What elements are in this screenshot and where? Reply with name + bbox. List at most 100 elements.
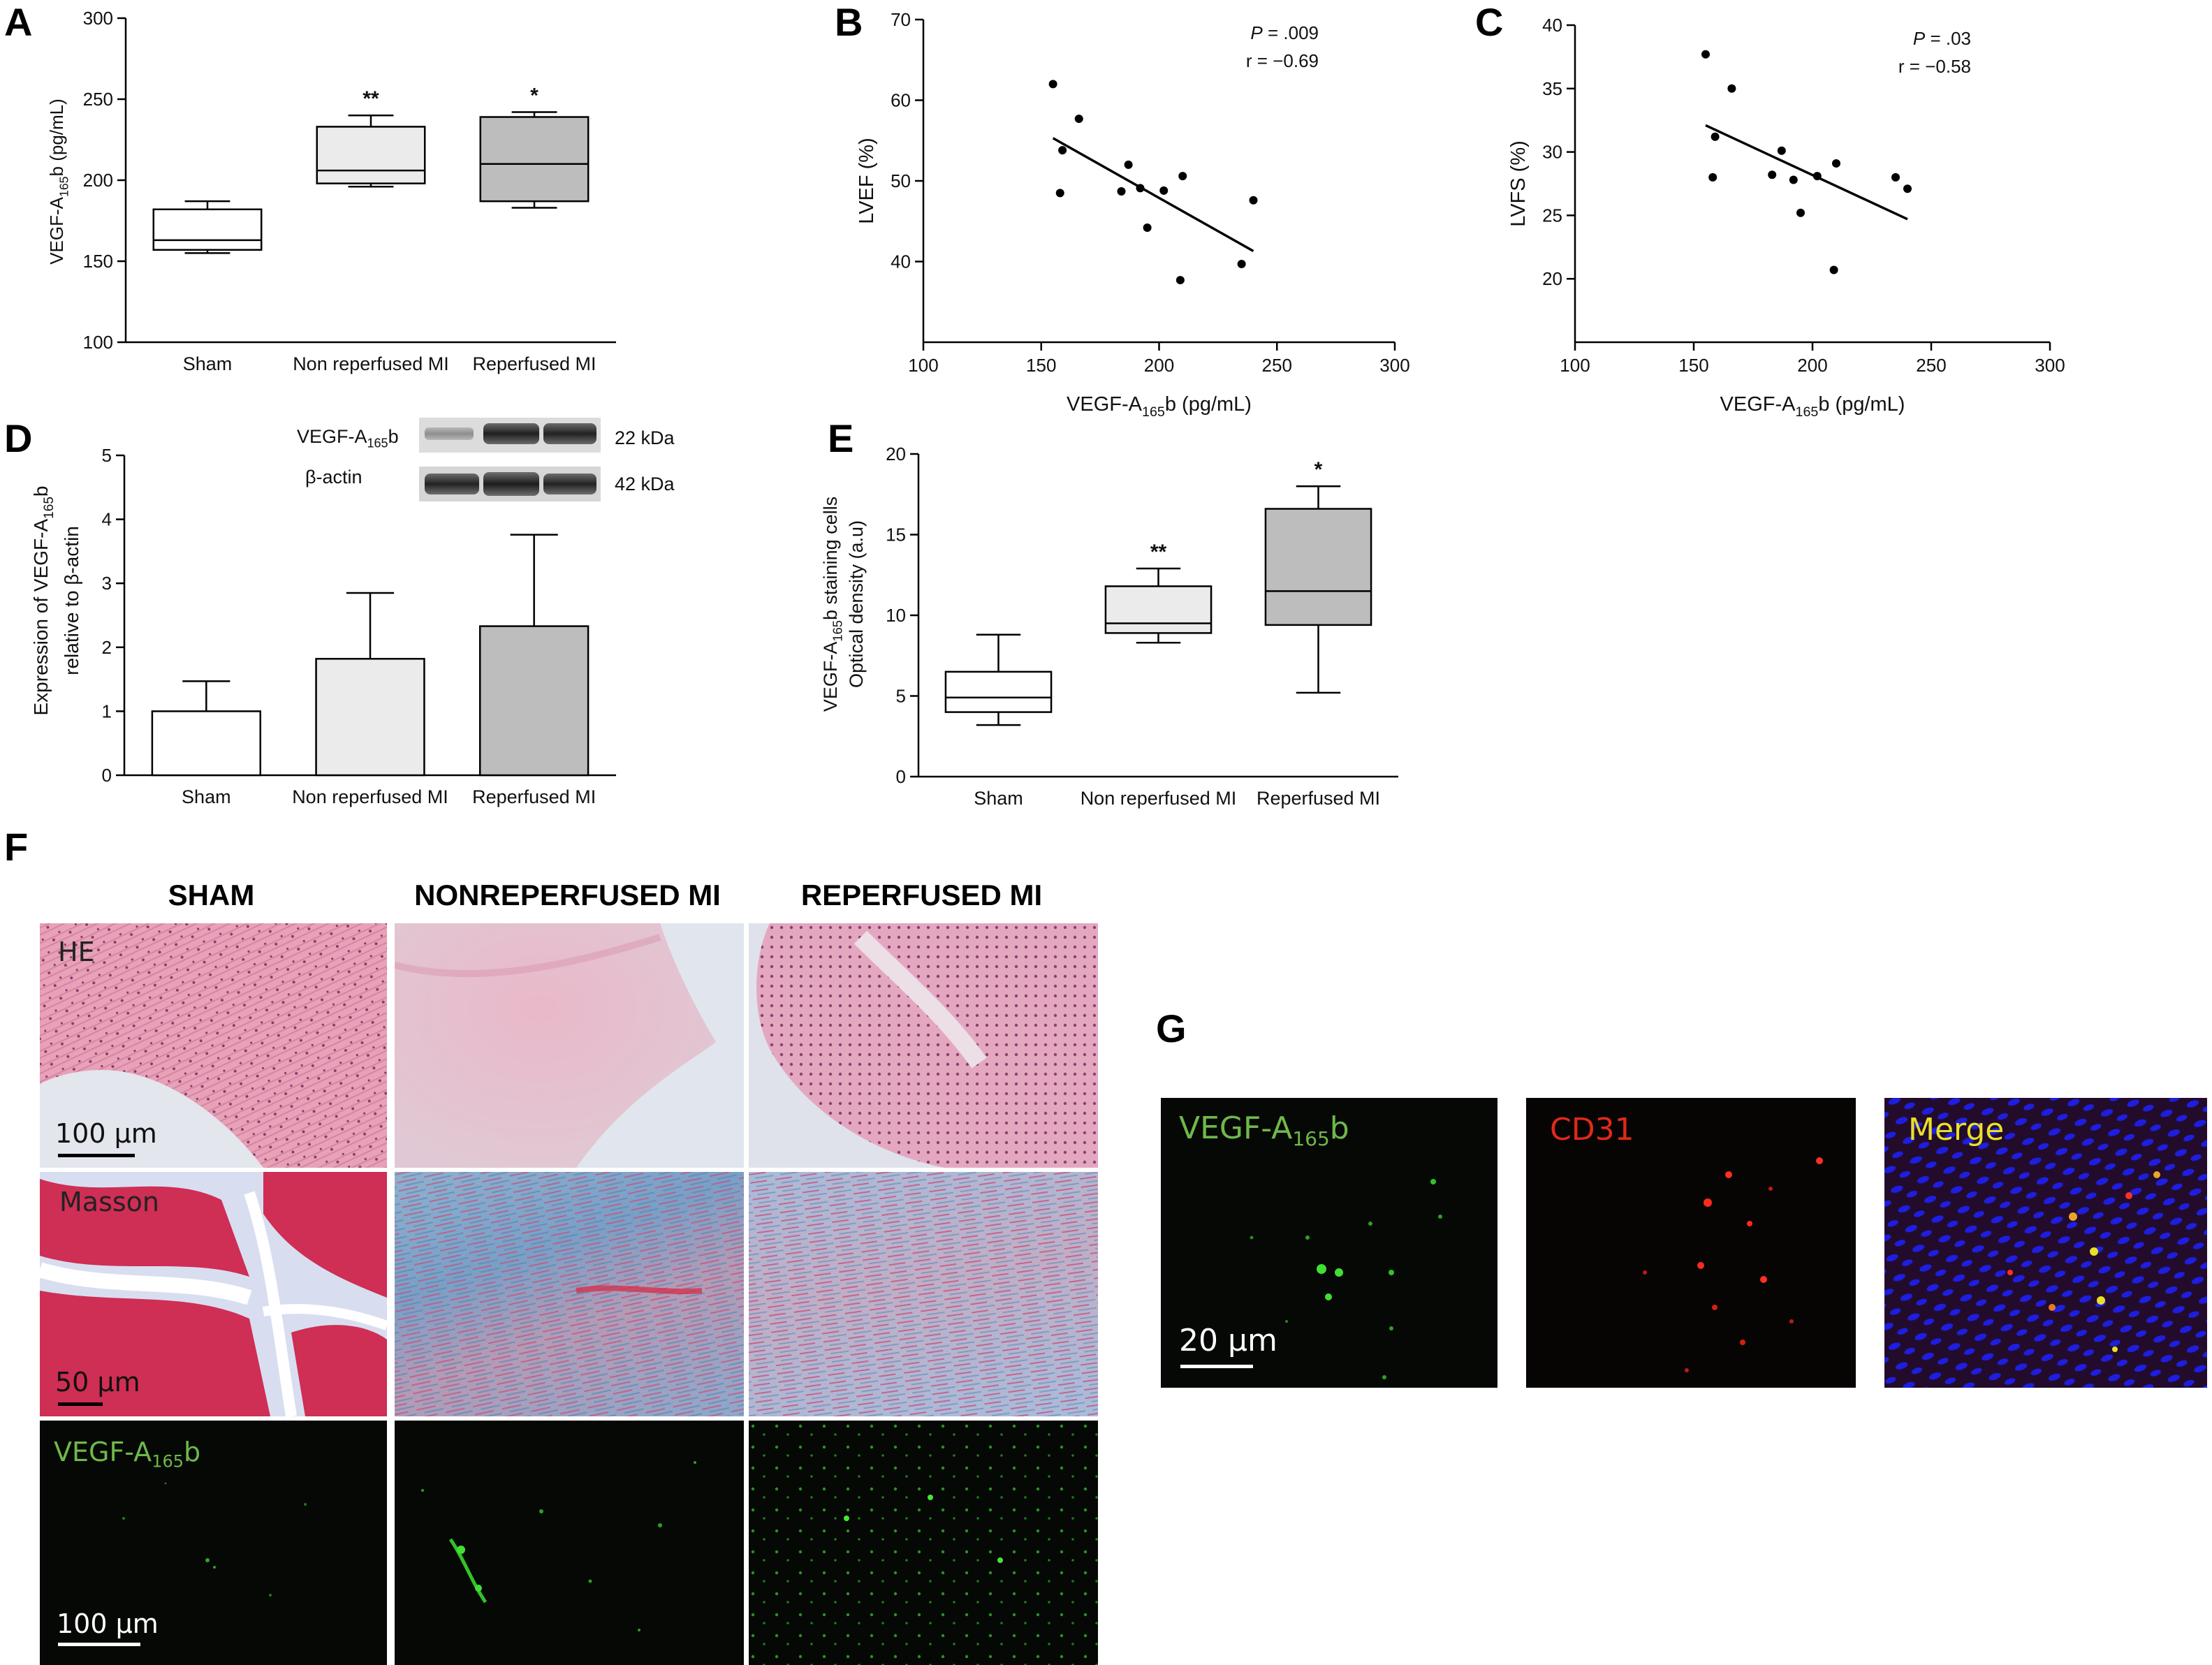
panel-label-g: G xyxy=(1156,1006,1187,1050)
chart-b-point xyxy=(1249,196,1258,205)
panel-label-c: C xyxy=(1475,0,1504,44)
chart-e-ytick-label: 15 xyxy=(886,525,906,545)
g-scale-bar xyxy=(1180,1365,1253,1368)
he-reperfused-image xyxy=(749,923,1098,1168)
chart-b-point xyxy=(1074,115,1083,124)
chart-a-category-label: Reperfused MI xyxy=(472,353,596,374)
masson-scale-text: 50 μm xyxy=(55,1367,140,1398)
blot-row2-size: 42 kDa xyxy=(615,474,675,494)
chart-c-point xyxy=(1789,175,1798,184)
chart-b-x-axis-label: VEGF-A165b (pg/mL) xyxy=(1067,393,1252,419)
chart-b-point xyxy=(1143,223,1152,232)
masson-scale-bar xyxy=(58,1402,103,1406)
chart-c-y-axis-label: LVFS (%) xyxy=(1507,140,1530,227)
chart-c-point xyxy=(1777,146,1786,155)
chart-c-x-axis-label: VEGF-A165b (pg/mL) xyxy=(1720,393,1905,419)
chart-b-ytick-label: 60 xyxy=(891,90,911,111)
chart-a-category-label: Non reperfused MI xyxy=(293,353,449,374)
chart-c-xtick-label: 200 xyxy=(1797,355,1827,376)
chart-c-ytick-label: 40 xyxy=(1542,15,1562,36)
chart-b-r-value: r = −0.69 xyxy=(1246,50,1319,71)
blot-row2-label: β-actin xyxy=(305,467,362,487)
chart-e-box xyxy=(1104,585,1213,634)
chart-c-ytick-label: 25 xyxy=(1542,205,1562,226)
chart-c-r-value: r = −0.58 xyxy=(1898,56,1971,77)
chart-d-bar xyxy=(315,658,425,777)
chart-c-fit-line xyxy=(1705,124,1908,221)
chart-b-point xyxy=(1117,187,1126,196)
he-scale-text: 100 μm xyxy=(55,1118,157,1149)
chart-a-significance: ** xyxy=(362,87,379,110)
chart-e-category-label: Reperfused MI xyxy=(1257,788,1380,809)
chart-c-point xyxy=(1891,173,1900,182)
chart-c-xtick-label: 100 xyxy=(1560,355,1590,376)
chart-a-ytick-label: 150 xyxy=(83,251,113,272)
chart-a-box xyxy=(152,208,263,251)
chart-d-ytick-label: 2 xyxy=(102,637,112,658)
vegf-nonreperfused-image xyxy=(395,1421,744,1665)
chart-c-xtick-label: 150 xyxy=(1678,355,1708,376)
panel-label-e: E xyxy=(828,416,854,460)
chart-a-category-label: Sham xyxy=(183,353,233,374)
chart-c-p-value: P = .03 xyxy=(1913,28,1971,49)
g-vegf-label: VEGF-A165b xyxy=(1179,1110,1349,1150)
chart-d-category-label: Sham xyxy=(182,786,231,807)
he-row-label: HE xyxy=(58,937,95,967)
vegf-scale-text: 100 μm xyxy=(57,1608,159,1639)
chart-e-significance: ** xyxy=(1150,541,1167,564)
chart-c: 20 25 30 35 40 100 150 200 250 300 VEGF-A165b (pg/… xyxy=(1507,15,2065,419)
chart-b-y-axis-label: LVEF (%) xyxy=(856,138,878,224)
chart-b-p-value: P = .009 xyxy=(1250,22,1319,43)
chart-c-point xyxy=(1708,173,1717,182)
he-nonreperfused-image xyxy=(395,923,744,1168)
masson-row-label: Masson xyxy=(59,1187,160,1217)
chart-c-ytick-label: 20 xyxy=(1542,268,1562,289)
chart-a-box xyxy=(316,126,426,184)
chart-e: 0 5 10 15 20 Sham ** Non reperfused MI * Reperfus… xyxy=(820,443,1398,809)
chart-b-xtick-label: 200 xyxy=(1144,355,1174,376)
chart-b-ytick-label: 40 xyxy=(891,251,911,272)
chart-b-point xyxy=(1058,146,1067,155)
vegf-row-label: VEGF-A165b xyxy=(54,1437,201,1472)
chart-b-point xyxy=(1175,276,1185,285)
chart-b-xtick-label: 100 xyxy=(908,355,938,376)
chart-e-box xyxy=(1264,508,1372,626)
chart-a-y-axis-label: VEGF-A165b (pg/mL) xyxy=(46,98,71,265)
masson-sham-image: Masson 50 μm xyxy=(40,1172,387,1416)
col-title-sham: SHAM xyxy=(168,879,255,911)
col-title-nonreperfused: NONREPERFUSED MI xyxy=(414,879,721,911)
chart-d-bar xyxy=(478,625,589,777)
chart-e-ytick-label: 20 xyxy=(886,443,906,464)
chart-d-category-label: Reperfused MI xyxy=(472,786,596,807)
panel-label-f: F xyxy=(4,825,29,869)
chart-b-point xyxy=(1237,259,1246,268)
chart-c-point xyxy=(1832,159,1840,168)
chart-c-ytick-label: 30 xyxy=(1542,142,1562,163)
chart-e-significance: * xyxy=(1314,458,1323,481)
chart-d-ytick-label: 5 xyxy=(102,445,112,466)
panel-label-a: A xyxy=(4,0,33,44)
chart-c-point xyxy=(1829,265,1838,274)
g-cd31-image: CD31 xyxy=(1526,1098,1856,1388)
chart-e-y-axis-label-line1: VEGF-A165b staining cells xyxy=(820,497,845,712)
blot-row1-size: 22 kDa xyxy=(615,427,675,448)
g-scale-text: 20 μm xyxy=(1179,1323,1277,1358)
chart-c-xtick-label: 250 xyxy=(1916,355,1946,376)
chart-b: 40 50 60 70 100 150 200 250 300 VEGF-A165b (pg/mL… xyxy=(856,9,1410,419)
chart-b-xtick-label: 250 xyxy=(1262,355,1292,376)
chart-c-point xyxy=(1711,132,1720,141)
chart-b-xtick-label: 300 xyxy=(1379,355,1409,376)
g-cd31-label: CD31 xyxy=(1550,1112,1634,1147)
masson-nonreperfused-image xyxy=(395,1172,744,1416)
blot-row1-label: VEGF-A165b xyxy=(297,426,399,450)
chart-c-point xyxy=(1727,84,1736,93)
chart-b-point xyxy=(1159,186,1169,195)
chart-b-ytick-label: 70 xyxy=(891,9,911,30)
chart-b-point xyxy=(1178,172,1187,181)
chart-e-category-label: Sham xyxy=(974,788,1023,809)
he-sham-image: HE 100 μm xyxy=(40,923,387,1168)
chart-c-point xyxy=(1903,184,1912,193)
chart-c-point xyxy=(1768,170,1777,179)
chart-a-ytick-label: 100 xyxy=(83,332,113,353)
chart-b-point xyxy=(1055,189,1064,198)
